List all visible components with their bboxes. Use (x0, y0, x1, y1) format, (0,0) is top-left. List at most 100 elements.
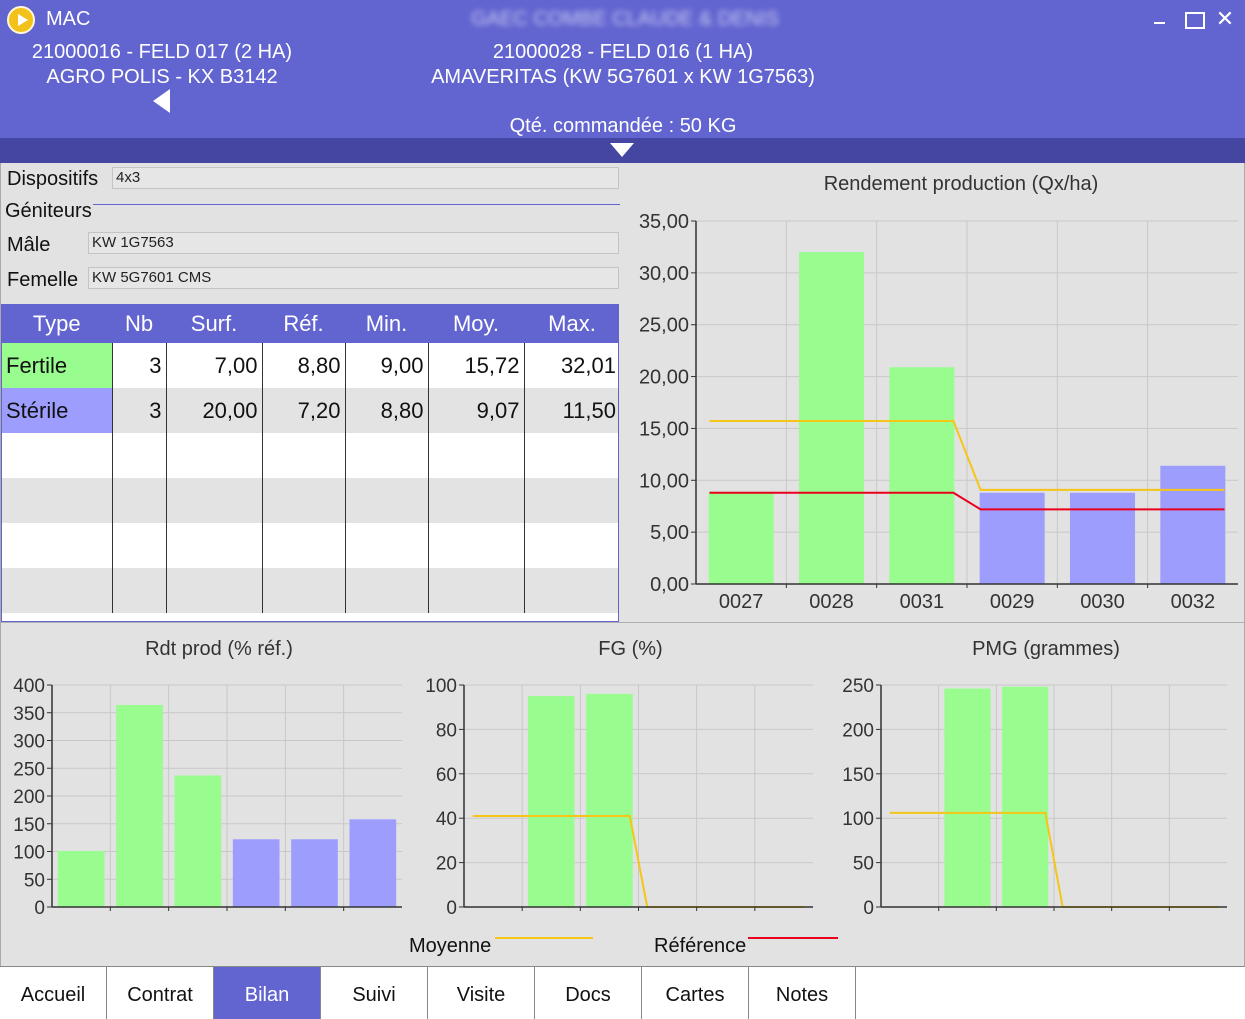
column-header-moy[interactable]: Moy. (428, 305, 525, 343)
tab-contrat[interactable]: Contrat (107, 967, 214, 1019)
y-tick-label: 5,00 (650, 522, 689, 544)
y-tick-label: 20,00 (639, 367, 689, 389)
x-tick-label: 0029 (990, 591, 1035, 613)
y-tick-label: 20 (436, 854, 457, 875)
bar (291, 839, 338, 907)
tab-docs[interactable]: Docs (535, 967, 642, 1019)
current-field-variety: AMAVERITAS (KW 5G7601 x KW 1G7563) (431, 66, 815, 88)
bar (1002, 686, 1049, 907)
tab-accueil[interactable]: Accueil (0, 967, 107, 1019)
y-tick-label: 10,00 (639, 470, 689, 492)
male-label: Mâle (7, 234, 51, 256)
current-field-title: 21000028 - FELD 016 (1 HA) (492, 41, 754, 63)
column-header-nb[interactable]: Nb (112, 305, 167, 343)
femelle-label: Femelle (7, 269, 79, 291)
y-tick-label: 250 (842, 676, 874, 697)
y-tick-label: 0 (34, 898, 45, 919)
stats-table: Type Nb Surf. Réf. Min. Moy. Max. Fertil… (1, 304, 619, 622)
cell-surf: 7,00 (166, 343, 263, 388)
maximize-button[interactable] (1180, 6, 1206, 32)
x-tick-label: 0032 (1171, 591, 1216, 613)
y-tick-label: 25,00 (639, 315, 689, 337)
y-tick-label: 200 (13, 787, 45, 808)
chart-title: Rendement production (Qx/ha) (824, 173, 1099, 195)
table-row-empty (2, 568, 618, 613)
tab-visite[interactable]: Visite (428, 967, 535, 1019)
cell-type: Fertile (2, 343, 113, 388)
reference-line (709, 491, 1225, 511)
bar (586, 693, 633, 907)
bottom-tab-bar: Accueil Contrat Bilan Suivi Visite Docs … (0, 966, 1245, 1019)
column-header-min[interactable]: Min. (345, 305, 429, 343)
bar (889, 367, 955, 584)
close-icon[interactable]: ✕ (1215, 6, 1235, 31)
client-name: GAEC COMBE CLAUDE & DENIS (471, 8, 779, 30)
table-row-empty (2, 478, 618, 523)
legend-moyenne-label: Moyenne (409, 935, 492, 957)
y-tick-label: 100 (842, 809, 874, 830)
dispositifs-label: Dispositifs (7, 168, 99, 190)
bar (798, 252, 865, 584)
bar (979, 492, 1045, 584)
column-header-max[interactable]: Max. (524, 305, 618, 343)
tab-suivi[interactable]: Suivi (321, 967, 428, 1019)
chart-title: Rdt prod (% réf.) (145, 638, 293, 660)
femelle-field[interactable]: KW 5G7601 CMS (88, 267, 619, 289)
legend-reference-swatch (748, 937, 838, 939)
y-tick-label: 40 (436, 809, 457, 830)
y-tick-label: 300 (13, 732, 45, 753)
y-tick-label: 250 (13, 759, 45, 780)
cell-surf: 20,00 (166, 388, 263, 433)
tab-notes[interactable]: Notes (749, 967, 856, 1019)
previous-field-title: 21000016 - FELD 017 (2 HA) (31, 41, 293, 63)
y-tick-label: 35,00 (639, 211, 689, 233)
x-tick-label: 0028 (809, 591, 854, 613)
cell-moy: 15,72 (428, 343, 525, 388)
chart-title: PMG (grammes) (972, 638, 1120, 660)
legend-moyenne-swatch (495, 937, 593, 939)
table-row[interactable]: Fertile 3 7,00 8,80 9,00 15,72 32,01 (2, 343, 618, 388)
y-tick-label: 100 (425, 676, 457, 697)
x-tick-label: 0027 (719, 591, 764, 613)
current-field-info: 21000028 - FELD 016 (1 HA) AMAVERITAS (K… (410, 40, 836, 90)
column-header-ref[interactable]: Réf. (262, 305, 346, 343)
cell-max: 11,50 (524, 388, 618, 433)
moyenne-line (709, 419, 1225, 491)
bar (232, 839, 280, 907)
cell-max: 32,01 (524, 343, 618, 388)
previous-field-info: 21000016 - FELD 017 (2 HA) AGRO POLIS - … (20, 40, 304, 90)
chart-rdt-prod-ref: Rdt prod (% réf.) 0 50 100 150 200 250 300 350 40… (13, 638, 402, 919)
bar (708, 491, 774, 584)
previous-arrow-icon[interactable] (153, 89, 170, 113)
male-field[interactable]: KW 1G7563 (88, 232, 619, 254)
legend-reference-label: Référence (654, 935, 747, 957)
header-bar: MAC GAEC COMBE CLAUDE & DENIS ✕ 21000016… (0, 0, 1245, 138)
tab-cartes[interactable]: Cartes (642, 967, 749, 1019)
bar (527, 696, 575, 907)
expand-bar (0, 138, 1245, 163)
y-tick-label: 15,00 (639, 418, 689, 440)
y-tick-label: 50 (24, 870, 45, 891)
dispositifs-field[interactable]: 4x3 (112, 167, 619, 189)
expand-arrow-icon[interactable] (610, 143, 634, 157)
cell-ref: 7,20 (262, 388, 346, 433)
y-tick-label: 350 (13, 704, 45, 725)
previous-field-variety: AGRO POLIS - KX B3142 (46, 66, 278, 88)
geniteurs-divider (93, 204, 620, 205)
cell-moy: 9,07 (428, 388, 525, 433)
column-header-surf[interactable]: Surf. (166, 305, 263, 343)
y-tick-label: 100 (13, 843, 45, 864)
tab-bilan[interactable]: Bilan (214, 967, 321, 1019)
bar (1160, 465, 1226, 584)
table-row[interactable]: Stérile 3 20,00 7,20 8,80 9,07 11,50 (2, 388, 618, 433)
minimize-button[interactable] (1146, 6, 1172, 32)
cell-nb: 3 (112, 343, 167, 388)
column-header-type[interactable]: Type (2, 305, 113, 343)
cell-type: Stérile (2, 388, 113, 433)
y-tick-label: 80 (436, 720, 457, 741)
chart-rendement-production: Rendement production (Qx/ha) 0,00 5,00 10,0… (639, 173, 1238, 613)
bar (349, 819, 397, 907)
ordered-quantity: Qté. commandée : 50 KG (509, 115, 737, 137)
bilan-panel: Dispositifs 4x3 Géniteurs Mâle KW 1G7563… (0, 163, 1245, 966)
cell-nb: 3 (112, 388, 167, 433)
